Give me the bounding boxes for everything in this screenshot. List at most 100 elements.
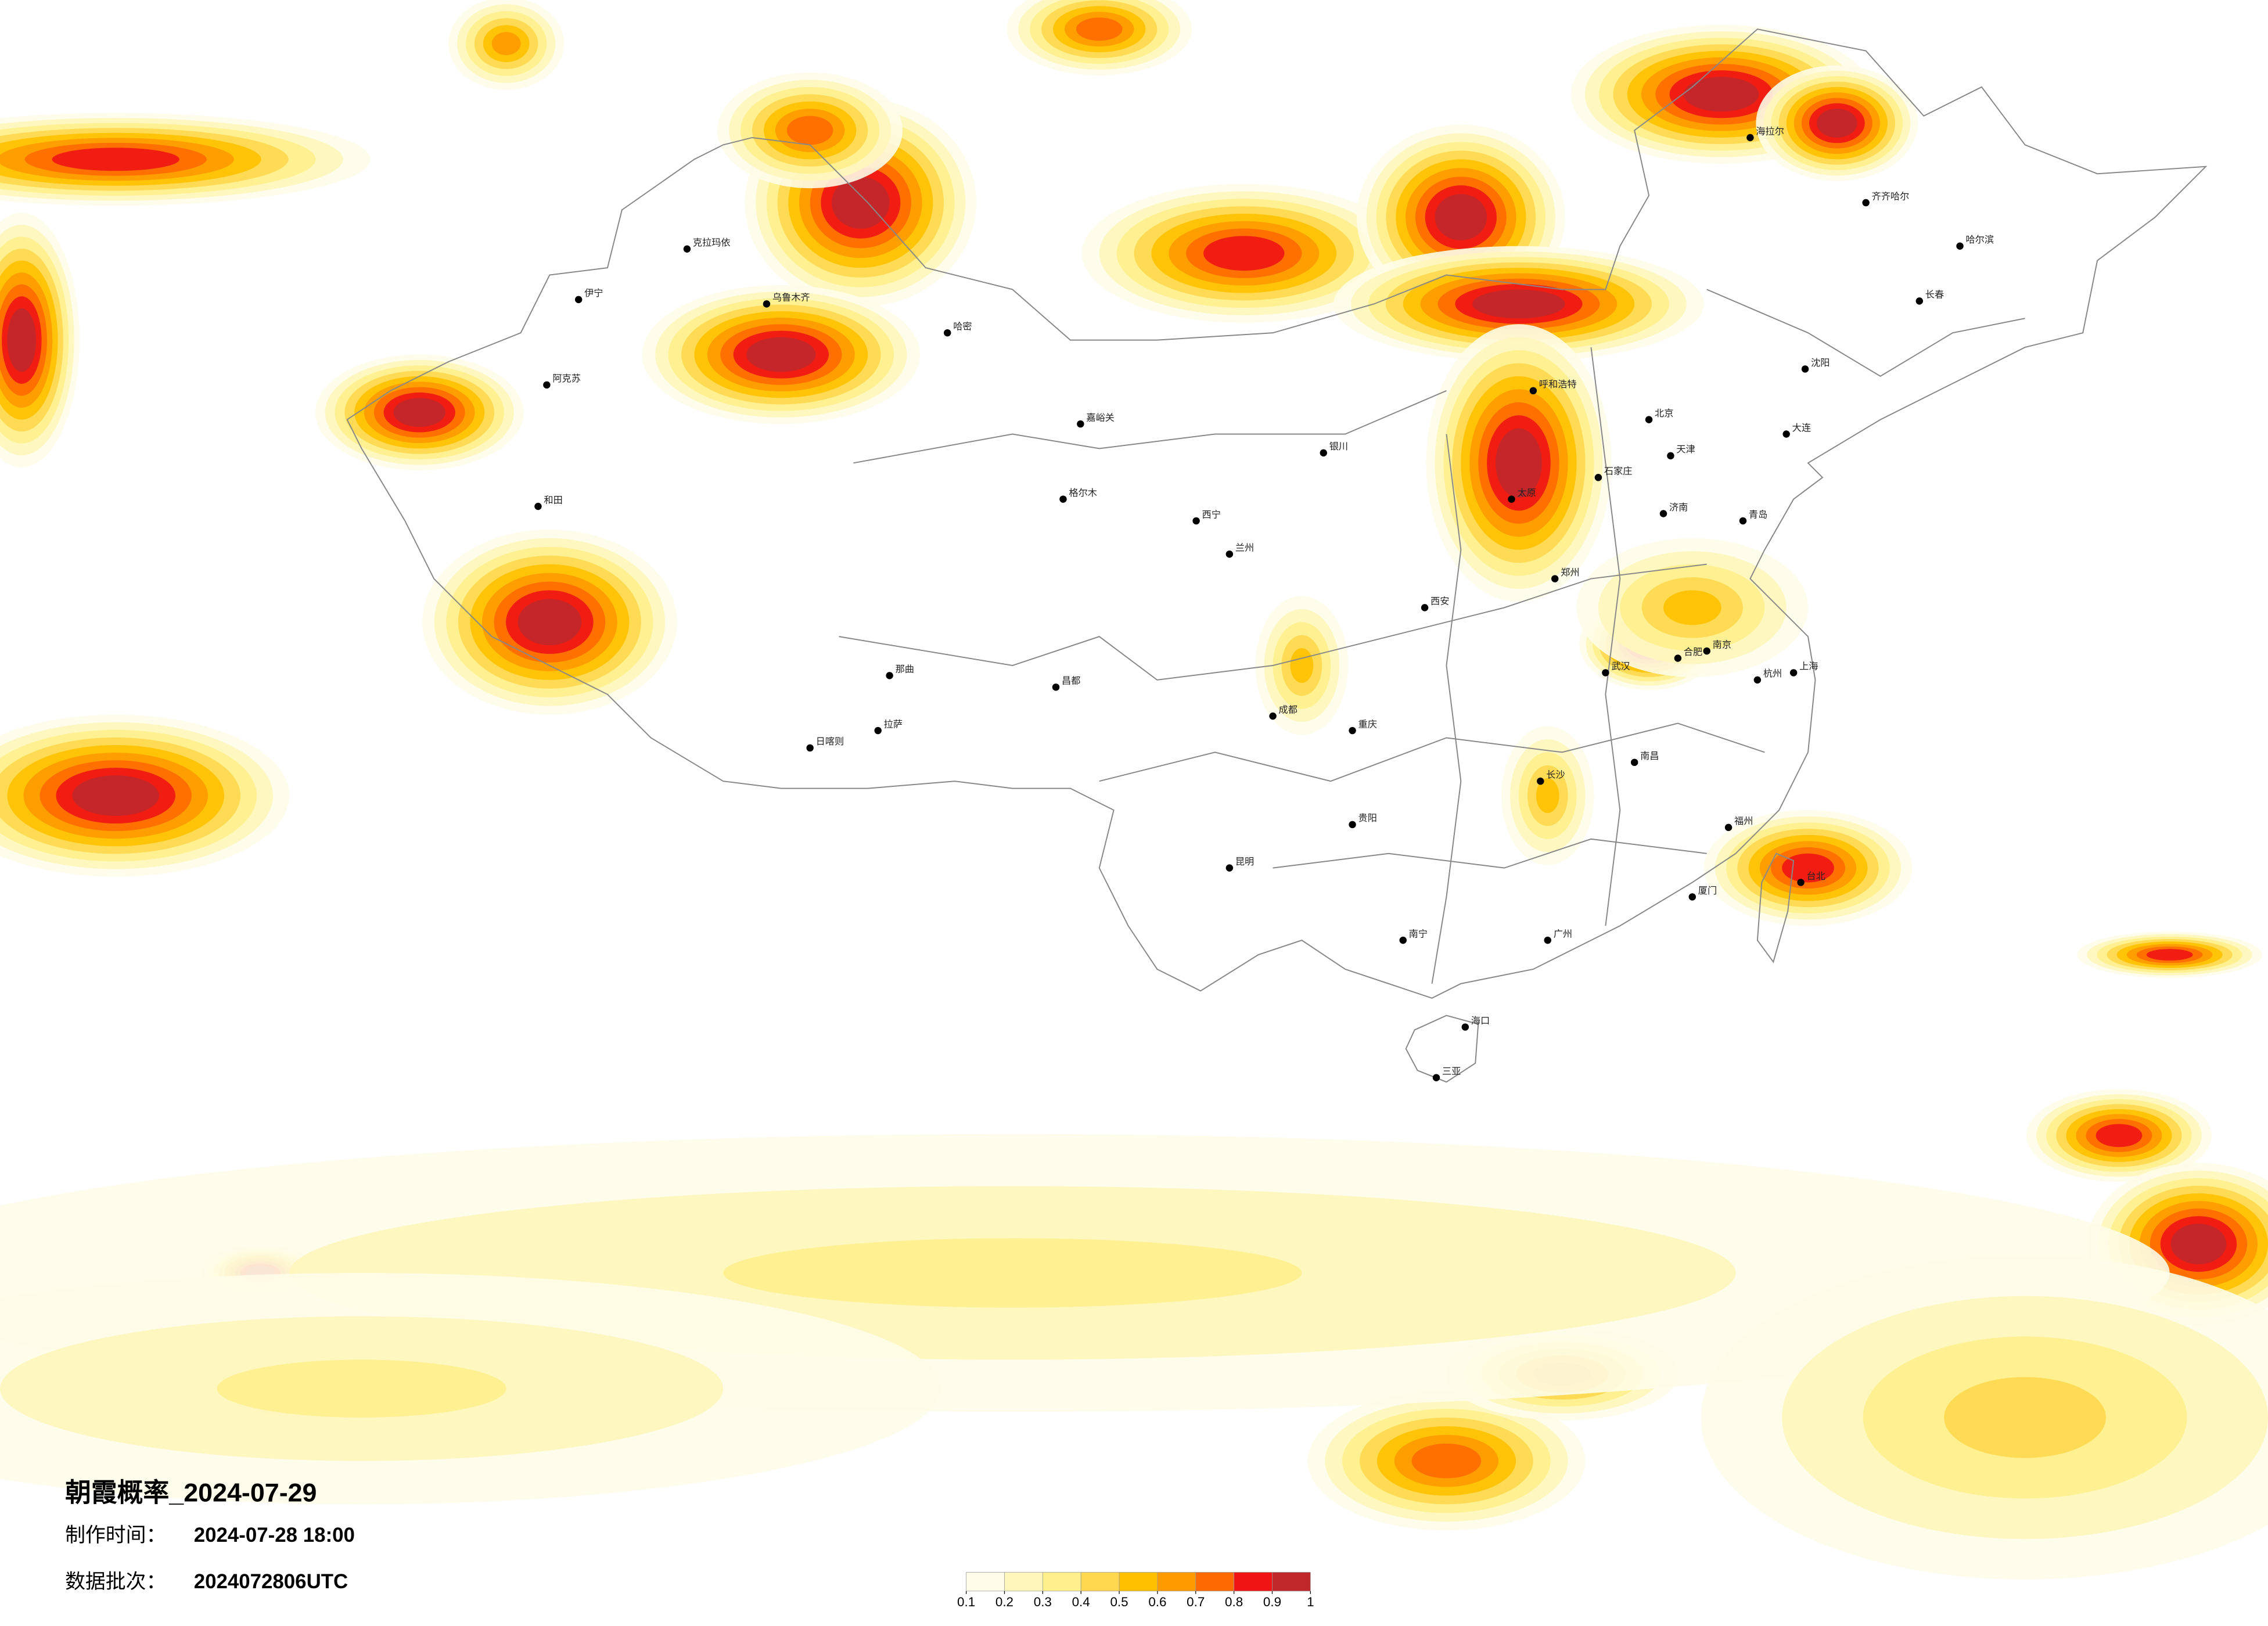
city-label: 厦门 — [1698, 886, 1717, 896]
city-dot — [1862, 199, 1870, 207]
city-label: 太原 — [1517, 488, 1536, 498]
city-label: 合肥 — [1684, 647, 1702, 657]
province-border — [1590, 347, 1621, 926]
city-dot — [763, 300, 771, 308]
city-dot — [1432, 1074, 1440, 1081]
city-dot — [1753, 676, 1762, 684]
probability-patch — [491, 32, 521, 56]
city-label: 上海 — [1799, 661, 1818, 672]
city-label: 克拉玛依 — [693, 238, 731, 248]
city-dot — [1789, 669, 1798, 677]
probability-patch — [1782, 853, 1834, 883]
country-outline — [346, 28, 2208, 999]
city-label: 沈阳 — [1811, 358, 1830, 368]
city-label: 石家庄 — [1604, 466, 1633, 477]
city-label: 杭州 — [1763, 668, 1782, 679]
colorbar-tick-label: 0.8 — [1225, 1595, 1243, 1609]
city-label: 天津 — [1676, 444, 1695, 455]
city-dot — [1077, 420, 1084, 428]
colorbar-swatch — [1042, 1572, 1081, 1592]
city-label: 昌都 — [1062, 676, 1080, 686]
city-label: 武汉 — [1611, 661, 1630, 672]
province-border — [1273, 838, 1707, 869]
city-label: 拉萨 — [884, 719, 903, 729]
probability-patch — [1496, 428, 1542, 498]
probability-patch — [1290, 648, 1314, 683]
city-dot — [1537, 777, 1544, 785]
city-label: 哈尔滨 — [1965, 235, 1994, 245]
city-label: 和田 — [544, 495, 562, 505]
probability-patch — [1683, 77, 1759, 112]
colorbar-swatch — [1004, 1572, 1043, 1592]
city-label: 昆明 — [1235, 857, 1254, 867]
city-label: 呼和浩特 — [1539, 379, 1577, 390]
city-label: 海拉尔 — [1756, 126, 1784, 136]
city-label: 日喀则 — [816, 736, 844, 747]
city-label: 贵阳 — [1358, 813, 1377, 823]
city-label: 南宁 — [1409, 929, 1428, 939]
city-dot — [534, 502, 542, 510]
colorbar-swatch — [966, 1572, 1005, 1592]
probability-patch — [1203, 236, 1285, 271]
colorbar-tick-label: 0.7 — [1187, 1595, 1205, 1609]
borders — [346, 28, 2208, 1083]
colorbar-swatch — [1234, 1572, 1273, 1592]
batch: 2024072806UTC — [194, 1570, 348, 1593]
city-label: 成都 — [1279, 704, 1297, 715]
city-dot — [1399, 936, 1407, 944]
city-label: 福州 — [1734, 816, 1753, 826]
city-dot — [1594, 473, 1602, 481]
map-title: 朝霞概率_2024-07-29 — [65, 1478, 317, 1507]
city-dot — [1667, 452, 1674, 460]
colorbar-tick-label: 0.5 — [1110, 1595, 1128, 1609]
city-dot — [1746, 134, 1754, 142]
city-label: 长沙 — [1546, 770, 1565, 780]
city-label: 长春 — [1925, 290, 1944, 300]
city-dot — [574, 296, 583, 304]
city-label: 台北 — [1807, 871, 1825, 882]
city-dot — [1225, 550, 1234, 558]
colorbar: 0.1 0.2 0.3 0.4 0.5 0.6 0.7 0.8 0.9 1 — [957, 1572, 1314, 1609]
city-dot — [1544, 936, 1551, 944]
city-dot — [1052, 684, 1060, 691]
city-label: 广州 — [1554, 929, 1572, 939]
city-label: 青岛 — [1749, 509, 1767, 520]
colorbar-tick-label: 0.2 — [995, 1595, 1013, 1609]
city-dot — [1225, 864, 1234, 872]
city-dot — [1461, 1023, 1469, 1031]
colorbar-tick-label: 1 — [1307, 1595, 1314, 1609]
city-label: 南昌 — [1640, 751, 1659, 761]
probability-patch — [1944, 1377, 2107, 1458]
city-dot — [1956, 242, 1964, 250]
city-dot — [1508, 495, 1515, 503]
probability-patch — [2096, 1124, 2143, 1147]
city-dot — [1551, 575, 1559, 582]
probability-patch — [786, 116, 833, 145]
city-label: 郑州 — [1561, 567, 1579, 578]
city-label: 齐齐哈尔 — [1872, 191, 1910, 202]
probability-patch — [1435, 194, 1487, 240]
probability-patch — [831, 177, 890, 229]
island-outline — [1405, 1015, 1479, 1083]
city-dot — [1349, 821, 1356, 829]
probability-field — [0, 0, 2268, 1580]
colorbar-swatch — [1195, 1572, 1234, 1592]
city-label: 格尔木 — [1069, 488, 1097, 498]
probability-patch — [1816, 109, 1857, 138]
city-label: 海口 — [1471, 1016, 1490, 1026]
city-dot — [1724, 823, 1733, 832]
city-dot — [1703, 647, 1710, 655]
probability-patch — [72, 775, 159, 816]
probability-patch — [723, 1238, 1302, 1308]
colorbar-tick-label: 0.9 — [1263, 1595, 1281, 1609]
city-dot — [874, 726, 882, 735]
probability-patch — [517, 599, 582, 646]
colorbar-tick-label: 0.4 — [1072, 1595, 1090, 1609]
city-dot — [1797, 879, 1805, 886]
province-border — [853, 390, 1447, 464]
city-label: 西宁 — [1202, 509, 1221, 520]
city-label: 阿克苏 — [552, 373, 581, 384]
province-border — [1706, 289, 2025, 377]
colorbar-swatch — [1272, 1572, 1311, 1592]
